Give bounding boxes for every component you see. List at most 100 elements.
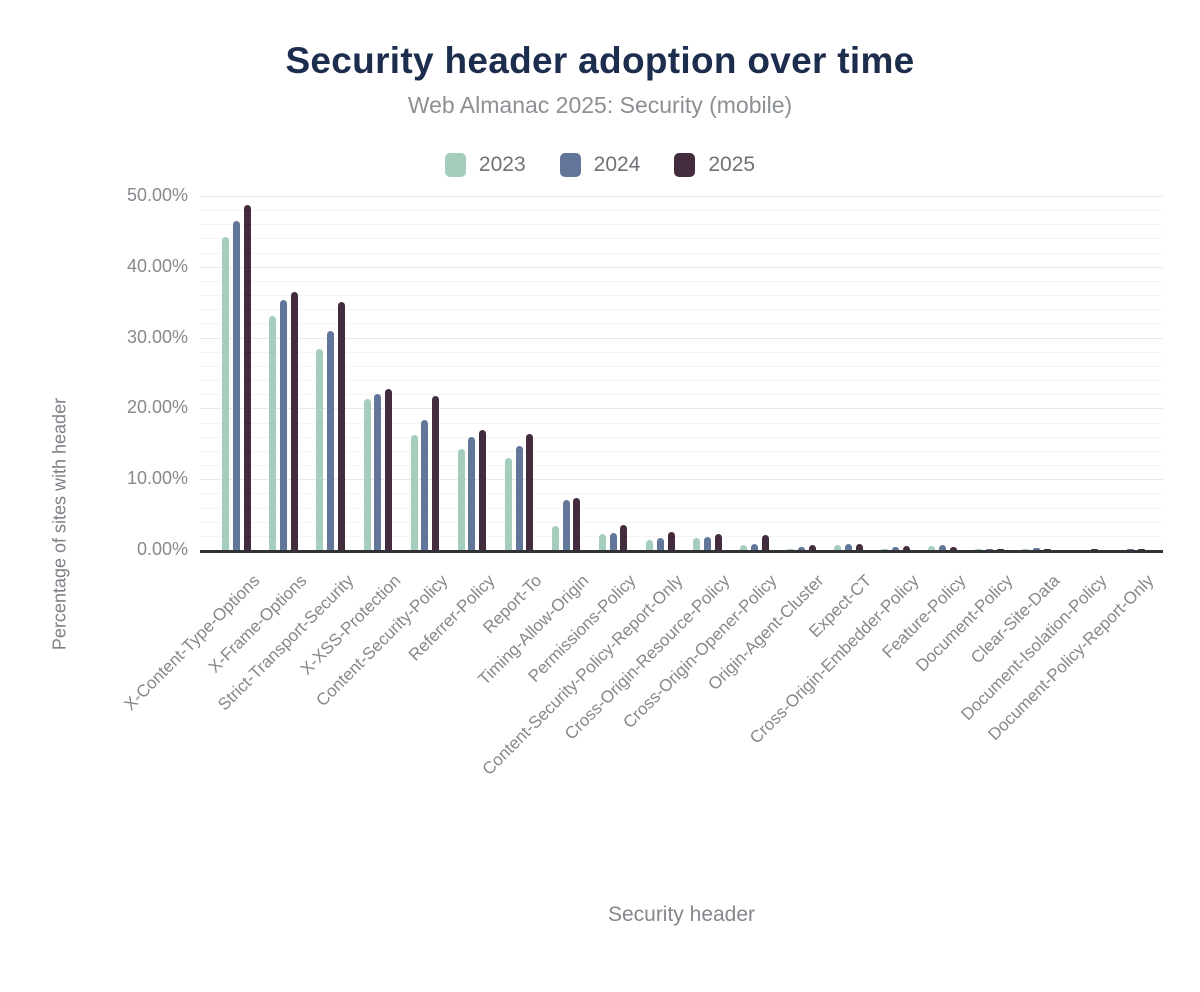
gridline [200,295,1163,297]
bar-2024[interactable] [280,300,288,550]
bar-2023[interactable] [363,398,371,550]
legend-item-2024[interactable]: 2024 [559,153,641,177]
bar-2024[interactable] [656,537,664,550]
bar-2024[interactable] [986,548,994,550]
y-tick-label: 20.00% [126,397,188,418]
gridline [200,380,1163,382]
gridline [200,210,1163,212]
bar-2025[interactable] [479,430,487,550]
chart-title: Security header adoption over time [285,40,915,81]
bar-2024[interactable] [374,394,382,550]
bar-2024[interactable] [562,500,570,550]
legend-label: 2025 [708,153,756,176]
bar-2023[interactable] [787,548,795,550]
bar-2024[interactable] [939,545,947,550]
bar-2025[interactable] [902,545,910,550]
legend-swatch [674,153,696,177]
bar-2024[interactable] [327,330,335,550]
gridline [200,450,1163,452]
gridline [200,408,1163,410]
gridline [200,196,1163,197]
bar-2024[interactable] [1127,549,1135,550]
bar-2024[interactable] [1033,548,1041,550]
bar-2025[interactable] [855,544,863,550]
bar-2023[interactable] [551,525,559,550]
bar-2025[interactable] [338,302,346,550]
bar-2023[interactable] [881,548,889,550]
y-tick-label: 0.00% [136,539,188,559]
bar-2024[interactable] [797,547,805,550]
bar-2023[interactable] [598,533,606,550]
legend-swatch [559,153,581,177]
bar-2025[interactable] [290,292,298,550]
bar-2023[interactable] [410,434,418,550]
bar-2024[interactable] [609,533,617,550]
gridline [200,507,1163,509]
bar-2025[interactable] [1044,548,1052,550]
gridline [200,266,1163,268]
bar-2024[interactable] [421,420,429,550]
y-axis: 0.00% 10.00% 20.00% 30.00% 40.00% 50.00% [48,185,188,559]
gridline [200,323,1163,325]
bar-2024[interactable] [892,547,900,550]
gridline [200,436,1163,438]
gridline [200,238,1163,240]
bar-2025[interactable] [949,547,957,550]
bar-2023[interactable] [693,537,700,550]
bar-2023[interactable] [834,545,842,550]
gridline [200,493,1163,495]
gridline [200,224,1163,226]
legend: 2023 2024 2025 [0,153,1200,177]
gridline [200,365,1163,367]
bar-2024[interactable] [515,445,523,550]
gridline [200,535,1163,537]
legend-swatch [444,153,466,177]
legend-item-2025[interactable]: 2025 [674,153,755,177]
bar-2025[interactable] [573,498,581,550]
bar-2025[interactable] [761,535,769,550]
bar-2025[interactable] [997,549,1005,550]
bar-2024[interactable] [703,536,711,550]
bar-2025[interactable] [667,532,675,550]
gridline [200,252,1163,254]
gridline [200,280,1163,282]
bar-2023[interactable] [1022,548,1030,550]
y-tick-label: 50.00% [126,185,188,205]
bar-2025[interactable] [243,205,251,550]
gridline [200,309,1163,311]
bar-2024[interactable] [233,220,241,550]
bar-2025[interactable] [714,533,722,550]
bar-2023[interactable] [928,545,936,550]
bar-2025[interactable] [1091,549,1099,550]
bar-2023[interactable] [222,237,230,550]
gridline [200,422,1163,424]
bar-2023[interactable] [504,457,512,550]
bar-2023[interactable] [316,348,324,550]
bar-2024[interactable] [468,437,476,550]
bar-2025[interactable] [1138,549,1146,550]
bar-2023[interactable] [645,540,653,550]
gridline [200,337,1163,339]
bar-2024[interactable] [750,543,758,550]
bar-2025[interactable] [432,396,440,550]
gridline [200,521,1163,523]
bar-2023[interactable] [457,449,465,550]
y-tick-label: 30.00% [126,326,188,347]
legend-item-2023[interactable]: 2023 [444,153,526,177]
legend-label: 2024 [593,153,641,176]
bar-2024[interactable] [845,543,852,550]
bar-2025[interactable] [808,544,816,550]
y-axis-title: Percentage of sites with header [49,397,70,651]
y-tick-label: 40.00% [126,255,188,276]
gridline [200,394,1163,396]
bar-2025[interactable] [526,433,534,550]
bar-2023[interactable] [975,549,983,550]
chart-subtitle: Web Almanac 2025: Security (mobile) [407,92,793,118]
gridline [200,465,1163,467]
bar-2023[interactable] [740,545,748,550]
bar-2025[interactable] [620,524,628,550]
bar-2025[interactable] [385,388,393,550]
bar-2023[interactable] [269,315,277,550]
plot-area [200,196,1163,550]
